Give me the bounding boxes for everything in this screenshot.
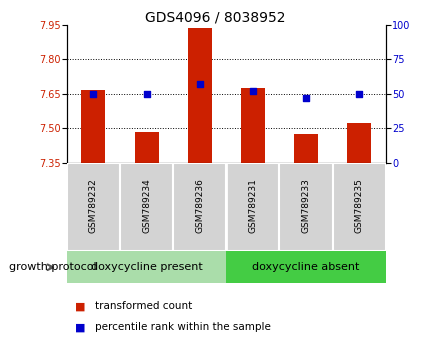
Point [355,91,362,97]
Bar [81,90,105,163]
Bar [347,122,370,163]
Bar [226,251,385,283]
Text: transformed count: transformed count [95,301,192,311]
Bar [67,251,226,283]
Text: GDS4096 / 8038952: GDS4096 / 8038952 [145,11,285,25]
Bar [120,163,173,251]
Point [196,81,203,87]
Bar [173,163,226,251]
Bar [240,88,264,163]
Text: ■: ■ [75,322,86,332]
Point [249,88,256,94]
Text: growth protocol: growth protocol [9,262,96,272]
Text: percentile rank within the sample: percentile rank within the sample [95,322,270,332]
Bar [187,28,211,163]
Text: ■: ■ [75,301,86,311]
Bar [67,163,120,251]
Text: GSM789236: GSM789236 [195,178,204,233]
Text: GSM789232: GSM789232 [89,178,98,233]
Text: GSM789234: GSM789234 [142,178,150,233]
Point [302,95,309,101]
Bar [293,134,317,163]
Text: GSM789233: GSM789233 [301,178,310,233]
Bar [279,163,332,251]
Text: GSM789235: GSM789235 [354,178,363,233]
Point [90,91,97,97]
Point [143,91,150,97]
Bar [332,163,385,251]
Text: doxycycline present: doxycycline present [90,262,202,272]
Bar [226,163,279,251]
Text: GSM789231: GSM789231 [248,178,257,233]
Text: doxycycline absent: doxycycline absent [252,262,359,272]
Bar [134,132,158,163]
